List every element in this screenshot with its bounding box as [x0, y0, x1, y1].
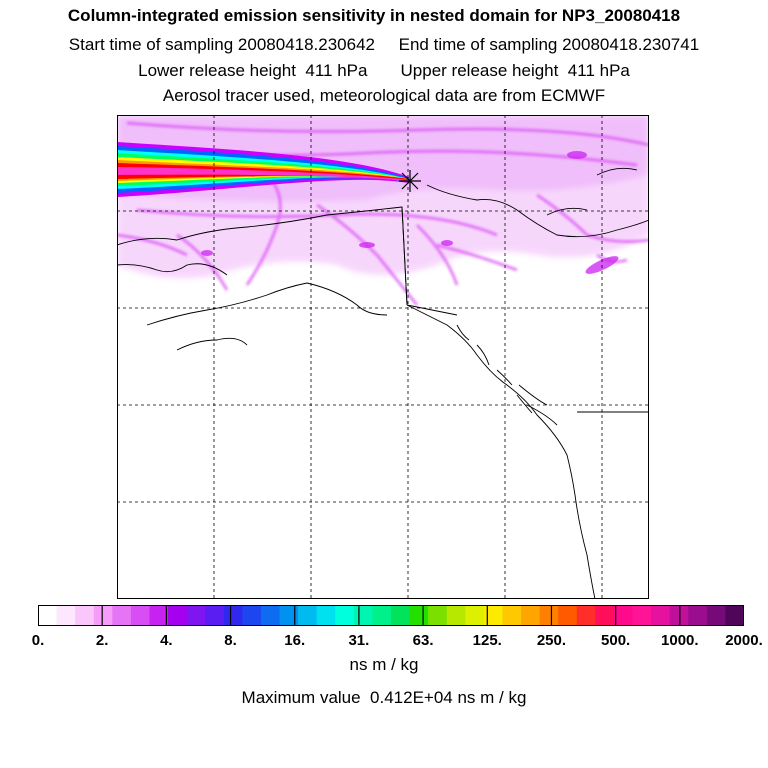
colorbar-swatch — [446, 605, 466, 626]
colorbar-swatch — [223, 605, 243, 626]
colorbar-frame — [38, 605, 744, 626]
colorbar-swatch — [688, 605, 708, 626]
colorbar-swatch — [186, 605, 206, 626]
colorbar-swatch — [205, 605, 225, 626]
colorbar-tick-label: 8. — [224, 632, 237, 649]
map-svg — [117, 115, 649, 599]
colorbar-swatch — [558, 605, 578, 626]
colorbar-swatch — [706, 605, 727, 626]
colorbar-swatch — [465, 605, 485, 626]
maximum-value-label: Maximum value 0.412E+04 ns m / kg — [241, 688, 527, 707]
colorbar — [38, 605, 744, 626]
colorbar-tick-label: 250. — [536, 632, 567, 649]
colorbar-swatch — [651, 605, 671, 626]
colorbar-swatch — [539, 605, 559, 626]
colorbar-tick-label: 0. — [31, 632, 45, 649]
colorbar-swatch — [38, 605, 58, 626]
colorbar-tick-label: 31. — [348, 632, 370, 649]
map-frame — [117, 115, 649, 599]
high-sensitivity-plume — [117, 142, 409, 197]
colorbar-unit-label: ns m / kg — [349, 655, 419, 674]
colorbar-swatch — [391, 605, 411, 626]
colorbar-swatch — [428, 605, 448, 626]
colorbar-swatch — [725, 605, 744, 626]
colorbar-swatch — [335, 605, 355, 626]
colorbar-swatch — [483, 605, 504, 626]
colorbar-tick-label: 500. — [601, 632, 631, 649]
colorbar-tick-label: 16. — [284, 632, 306, 649]
colorbar-swatch — [372, 605, 392, 626]
tracer-info-line: Aerosol tracer used, meteorological data… — [162, 86, 606, 105]
colorbar-swatch — [149, 605, 169, 626]
colorbar-swatch — [632, 605, 652, 626]
colorbar-swatch — [56, 605, 76, 626]
colorbar-swatch — [502, 605, 522, 626]
map-panel — [117, 115, 649, 599]
colorbar-tick-label: 63. — [412, 632, 434, 649]
colorbar-swatch — [112, 605, 132, 626]
colorbar-swatch — [576, 605, 596, 626]
colorbar-swatch — [409, 605, 429, 626]
colorbar-tick-label: 125. — [472, 632, 502, 649]
colorbar-swatch — [613, 605, 634, 626]
colorbar-tick-label: 2000. — [725, 632, 763, 649]
lat-lon-grid — [117, 115, 649, 599]
colorbar-swatch — [168, 605, 188, 626]
colorbar-swatch — [75, 605, 95, 626]
sensitivity-field — [117, 115, 649, 279]
sampling-time-line: Start time of sampling 20080418.230642 E… — [68, 35, 700, 54]
colorbar-swatch — [93, 605, 113, 626]
colorbar-swatch — [316, 605, 336, 626]
colorbar-swatch — [521, 605, 541, 626]
release-height-line: Lower release height 411 hPa Upper relea… — [138, 61, 630, 80]
colorbar-swatch — [242, 605, 262, 626]
colorbar-tick-label: 1000. — [661, 632, 699, 649]
colorbar-swatch — [279, 605, 299, 626]
colorbar-tick-label: 2. — [95, 632, 109, 649]
plot-title: Column-integrated emission sensitivity i… — [67, 6, 681, 25]
coastlines — [117, 167, 649, 599]
colorbar-tick-label: 4. — [160, 632, 173, 649]
colorbar-swatch — [260, 605, 281, 626]
colorbar-swatch — [130, 605, 151, 626]
colorbar-swatch — [353, 605, 374, 626]
star-icon — [399, 170, 421, 192]
colorbar-swatch — [595, 605, 615, 626]
colorbar-swatch — [298, 605, 318, 626]
colorbar-svg — [38, 605, 744, 626]
